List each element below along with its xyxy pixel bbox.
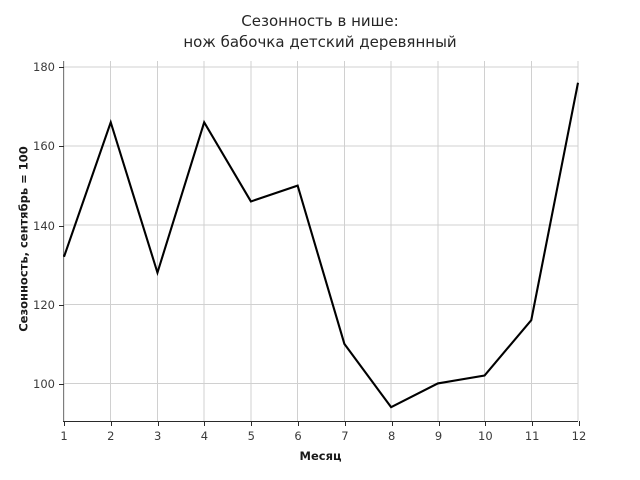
x-axis-label: Месяц — [299, 449, 342, 463]
x-tick-label: 10 — [478, 429, 493, 443]
y-axis-label: Сезонность, сентябрь = 100 — [16, 146, 31, 332]
x-tick-label: 7 — [341, 429, 349, 443]
plot-area: 100 120 140 160 180 1 2 3 4 5 6 7 8 9 10 11 12 — [33, 60, 586, 443]
y-tick-mark — [59, 384, 64, 386]
x-tick-label: 2 — [107, 429, 115, 443]
x-tick-label: 8 — [388, 429, 396, 443]
x-tick-mark — [438, 421, 440, 426]
y-tick-label: 100 — [33, 377, 55, 392]
y-tick-mark — [59, 225, 64, 227]
x-tick-label: 3 — [153, 429, 162, 443]
x-tick-label: 6 — [294, 429, 302, 443]
x-tick-mark — [579, 421, 580, 426]
x-tick-mark — [110, 421, 112, 426]
x-tick-mark — [64, 421, 65, 426]
x-tick-mark — [251, 421, 253, 426]
y-tick-label: 160 — [33, 139, 55, 154]
x-tick-mark — [391, 421, 393, 426]
x-tick-mark — [344, 421, 346, 426]
y-tick-mark — [59, 146, 64, 148]
y-tick-mark — [59, 304, 64, 306]
x-tick-mark — [298, 421, 300, 426]
y-tick-label: 180 — [33, 59, 55, 74]
y-tick-mark — [59, 66, 64, 68]
x-tick-mark — [532, 421, 534, 426]
x-tick-label: 9 — [434, 429, 443, 443]
line-series-seasonality — [63, 82, 580, 409]
y-tick-label: 120 — [33, 297, 55, 312]
x-tick-label: 1 — [60, 429, 68, 443]
gridlines — [63, 61, 579, 421]
x-tick-mark — [485, 421, 487, 426]
x-tick-label: 4 — [200, 429, 209, 443]
x-tick-mark — [157, 421, 159, 426]
series-layer — [63, 82, 580, 409]
x-tick-label: 12 — [571, 429, 587, 443]
x-tick-mark — [204, 421, 206, 426]
y-tick-label: 140 — [33, 218, 55, 233]
x-tick-label: 11 — [524, 429, 540, 443]
chart-title: Сезонность в нише: нож бабочка детский д… — [183, 12, 457, 51]
x-tick-label: 5 — [247, 429, 255, 443]
